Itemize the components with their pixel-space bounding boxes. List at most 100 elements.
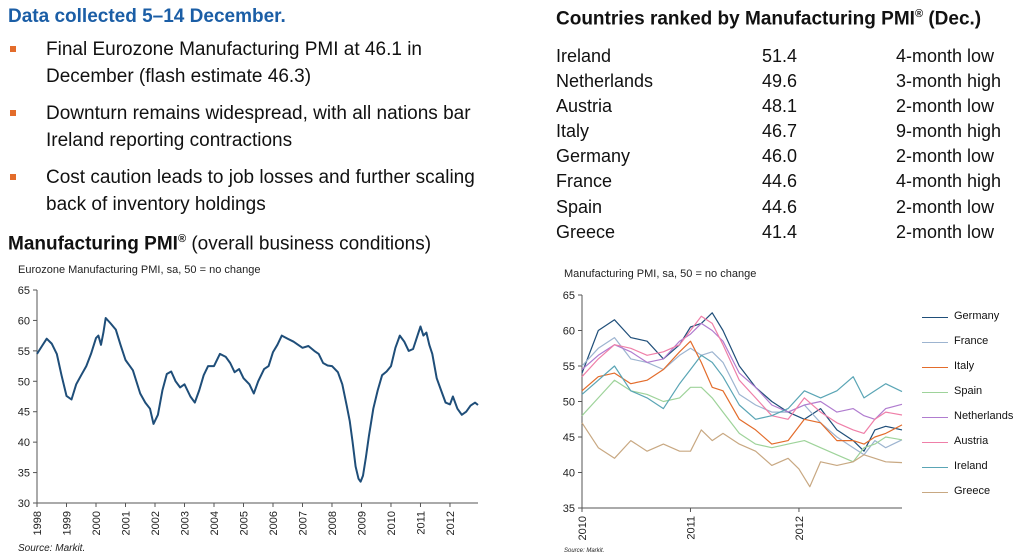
y-tick-label: 50 <box>563 397 575 409</box>
series-line-netherlands <box>581 322 903 420</box>
bullet-1: Final Eurozone Manufacturing PMI at 46.1… <box>8 36 488 90</box>
rank-country: Greece <box>556 222 616 242</box>
legend-item: Spain <box>922 385 1022 399</box>
legend-label: Ireland <box>954 460 988 472</box>
x-tick-label: 2002 <box>150 511 162 535</box>
y-tick-label: 60 <box>18 315 30 327</box>
y-tick-label: 65 <box>18 285 30 297</box>
left-chart-title: Eurozone Manufacturing PMI, sa, 50 = no … <box>18 264 261 276</box>
series-line-austria <box>581 315 903 434</box>
rank-country: Germany <box>556 146 631 166</box>
legend-item: France <box>922 335 1022 349</box>
x-tick-label: 2003 <box>179 511 191 535</box>
right-chart-lines <box>581 312 903 488</box>
rank-row: Ireland 51.4 4-month low <box>556 46 1016 71</box>
legend-label: Germany <box>954 310 1000 322</box>
rank-row: Italy 46.7 9-month high <box>556 121 1016 146</box>
x-tick-label: 2010 <box>386 511 398 535</box>
rank-country: Austria <box>556 96 613 116</box>
legend-item: Netherlands <box>922 410 1022 424</box>
right-chart-title: Manufacturing PMI, sa, 50 = no change <box>564 268 757 280</box>
x-tick-label: 2001 <box>120 511 132 535</box>
x-tick-label: 2011 <box>415 511 427 535</box>
x-tick-label: 2005 <box>238 511 250 535</box>
y-tick-label: 40 <box>18 437 30 449</box>
legend-label: France <box>954 335 989 347</box>
rank-country: Spain <box>556 197 603 217</box>
legend-swatch <box>922 442 948 443</box>
source-note-small: Source: Markit. <box>564 548 605 554</box>
rank-note: 4-month high <box>896 171 1002 191</box>
rank-note: 3-month high <box>896 71 1002 91</box>
legend-swatch <box>922 367 948 368</box>
rank-note: 2-month low <box>896 96 995 116</box>
bullet-3: Cost caution leads to job losses and fur… <box>8 164 488 218</box>
legend-item: Greece <box>922 485 1022 499</box>
rank-value: 46.0 <box>762 146 798 166</box>
ranking-title-text: Countries ranked by Manufacturing PMI <box>556 8 915 30</box>
y-tick-label: 30 <box>18 498 30 510</box>
rank-value: 41.4 <box>762 222 798 242</box>
legend-label: Greece <box>954 485 991 497</box>
registered-mark: ® <box>177 233 187 245</box>
country-pmi-chart: 35 40 45 50 55 60 65 2010 2011 2012 <box>563 290 903 540</box>
rank-note: 2-month low <box>896 197 995 217</box>
x-tick-label: 2009 <box>356 511 368 535</box>
y-tick-label: 35 <box>563 503 575 515</box>
legend-label: Italy <box>954 360 975 372</box>
series-line-italy <box>581 340 903 445</box>
rank-row: Greece 41.4 2-month low <box>556 222 1016 247</box>
y-tick-label: 35 <box>18 468 30 480</box>
legend-swatch <box>922 492 948 493</box>
legend-item: Ireland <box>922 460 1022 474</box>
x-tick-label: 1998 <box>32 511 44 535</box>
series-line-greece <box>581 422 903 488</box>
rank-note: 9-month high <box>896 121 1002 141</box>
right-chart-axes: 35 40 45 50 55 60 65 2010 2011 2012 <box>563 290 902 540</box>
page-heading: Data collected 5–14 December. <box>8 6 286 27</box>
series-line-france <box>581 336 903 456</box>
rank-row: France 44.6 4-month high <box>556 171 1016 196</box>
bullet-2: Downturn remains widespread, with all na… <box>8 100 488 154</box>
ranking-title-suffix: (Dec.) <box>923 8 982 30</box>
rank-note: 4-month low <box>896 46 995 66</box>
rank-value: 44.6 <box>762 171 798 191</box>
rank-row: Germany 46.0 2-month low <box>556 146 1016 171</box>
legend-item: Italy <box>922 360 1022 374</box>
y-tick-label: 65 <box>563 290 575 302</box>
y-tick-label: 45 <box>563 432 575 444</box>
legend-label: Netherlands <box>954 410 1014 422</box>
rank-country: Italy <box>556 121 590 141</box>
bullet-text: Final Eurozone Manufacturing PMI at 46.1… <box>46 39 422 87</box>
left-chart-heading-bold: Manufacturing PMI <box>8 233 178 255</box>
y-tick-label: 45 <box>18 407 30 419</box>
bullet-square-icon <box>10 110 16 116</box>
x-tick-label: 1999 <box>61 511 73 535</box>
y-tick-label: 55 <box>563 361 575 373</box>
x-tick-label: 2011 <box>685 516 697 540</box>
bullet-text: Downturn remains widespread, with all na… <box>46 103 471 151</box>
legend-swatch <box>922 317 948 318</box>
rank-value: 49.6 <box>762 71 798 91</box>
legend-label: Austria <box>954 435 989 447</box>
x-tick-label: 2004 <box>209 511 221 535</box>
legend-swatch <box>922 417 948 418</box>
legend-label: Spain <box>954 385 983 397</box>
rank-row: Austria 48.1 2-month low <box>556 96 1016 121</box>
rank-value: 46.7 <box>762 121 798 141</box>
left-chart-heading: Manufacturing PMI® (overall business con… <box>8 233 431 255</box>
rank-country: France <box>556 171 613 191</box>
rank-row: Spain 44.6 2-month low <box>556 197 1016 222</box>
series-line-ireland <box>581 354 903 420</box>
legend-swatch <box>922 392 948 393</box>
rank-value: 48.1 <box>762 96 798 116</box>
legend-item: Austria <box>922 435 1022 449</box>
source-note: Source: Markit. <box>18 543 86 554</box>
bullet-text: Cost caution leads to job losses and fur… <box>46 167 475 215</box>
left-chart-lines <box>36 317 479 483</box>
rank-note: 2-month low <box>896 222 995 242</box>
legend-item: Germany <box>922 310 1022 324</box>
ranking-title: Countries ranked by Manufacturing PMI® (… <box>556 8 981 30</box>
x-tick-label: 2010 <box>577 516 589 540</box>
rank-country: Ireland <box>556 46 612 66</box>
